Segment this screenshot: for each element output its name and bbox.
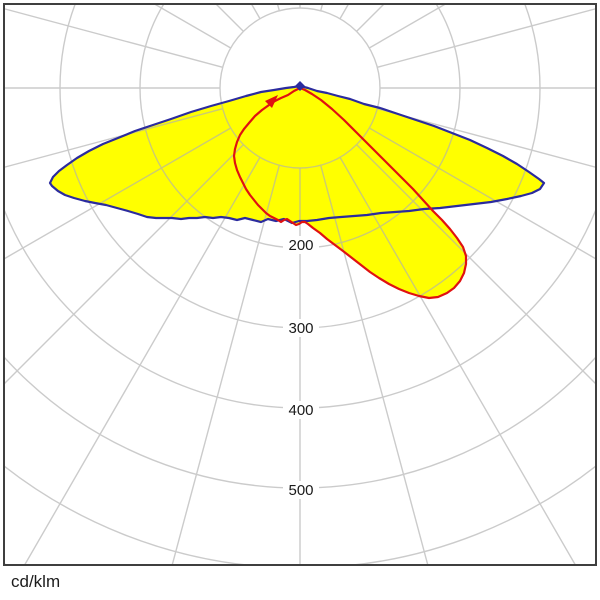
scale-label-300: 300 [288, 320, 313, 337]
c0-c180-curve [48, 84, 546, 225]
scale-label-400: 400 [288, 402, 313, 419]
intensity-fill-area [50, 86, 544, 298]
intensity-scale-labels: 200 300 400 500 [283, 236, 319, 499]
plot-frame [3, 3, 597, 566]
scale-label-200: 200 [288, 237, 313, 254]
unit-label: cd/klm [11, 572, 61, 591]
distribution-curves [48, 81, 546, 300]
c90-c270-curve [232, 86, 468, 300]
apex-marker-icon [295, 81, 305, 91]
curve-direction-arrow-icon [265, 95, 278, 108]
scale-label-500: 500 [288, 482, 313, 499]
